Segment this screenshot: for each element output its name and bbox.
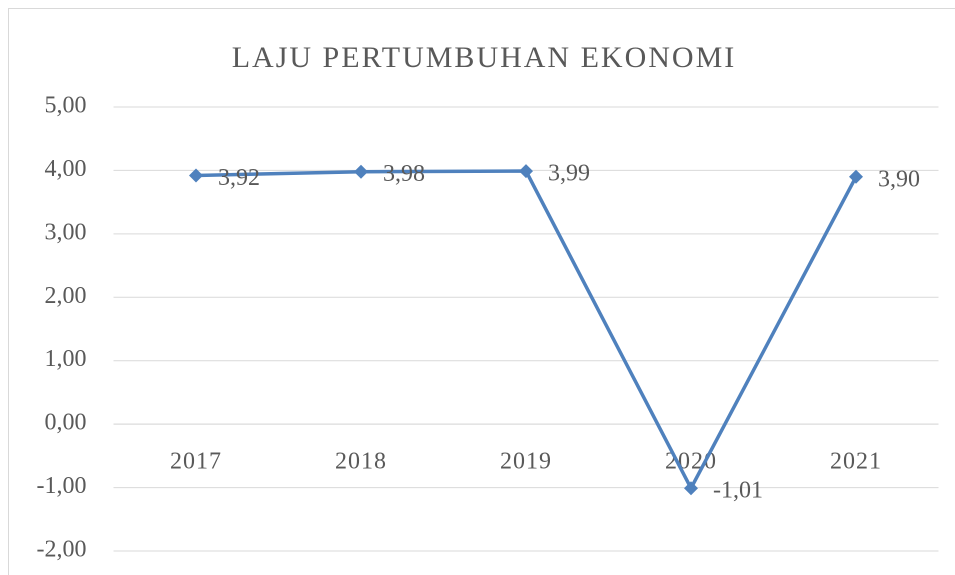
data-label: 3,90 <box>878 166 920 192</box>
y-tick-label: 5,00 <box>45 93 87 119</box>
y-tick-label: -1,00 <box>37 473 87 499</box>
chart-title: LAJU PERTUMBUHAN EKONOMI <box>232 41 737 74</box>
marker <box>684 481 698 496</box>
x-tick-label: 2019 <box>500 449 552 475</box>
y-tick-label: 2,00 <box>45 283 87 309</box>
y-tick-label: 3,00 <box>45 219 87 245</box>
data-label: -1,01 <box>713 478 763 504</box>
y-tick-label: 4,00 <box>45 156 87 182</box>
marker <box>189 168 203 183</box>
marker <box>354 164 368 179</box>
x-tick-label: 2017 <box>170 449 222 475</box>
marker <box>519 164 533 179</box>
data-label: 3,99 <box>548 161 590 187</box>
y-tick-label: -2,00 <box>37 537 87 563</box>
y-tick-label: 1,00 <box>45 346 87 372</box>
data-label: 3,92 <box>218 165 260 191</box>
marker <box>849 169 863 184</box>
y-tick-label: 0,00 <box>45 410 87 436</box>
x-tick-label: 2021 <box>830 449 882 475</box>
data-label: 3,98 <box>383 161 425 187</box>
chart-frame <box>8 8 955 575</box>
x-tick-label: 2018 <box>335 449 387 475</box>
